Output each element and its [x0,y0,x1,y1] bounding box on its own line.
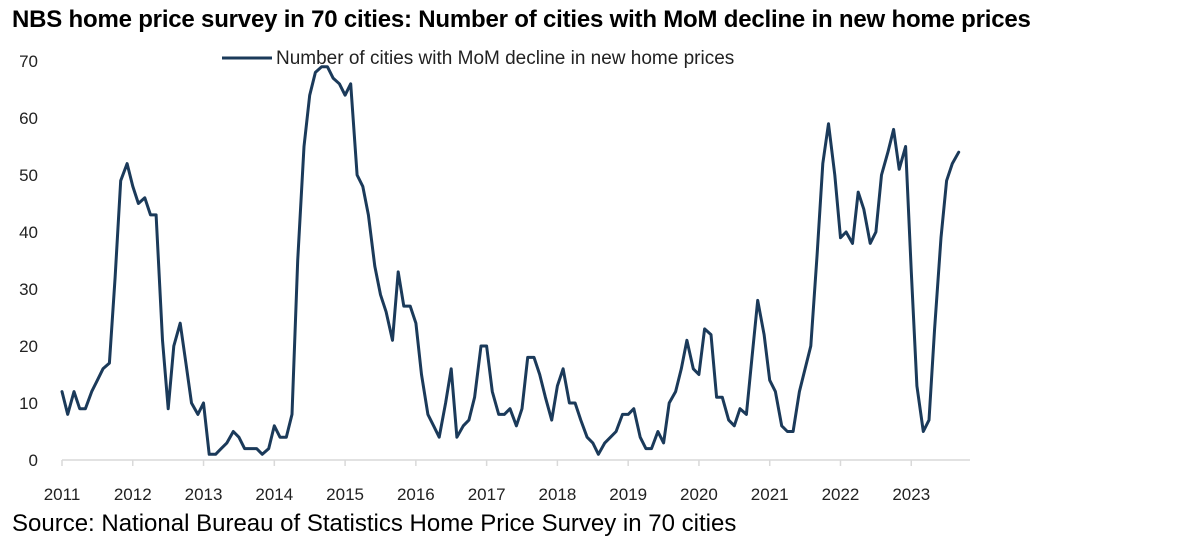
series-line [60,65,961,456]
x-tick-label: 2018 [538,485,576,504]
x-tick-label: 2017 [468,485,506,504]
y-tick-label: 0 [29,451,38,470]
y-axis: 0 10 20 30 40 50 60 70 [19,52,38,470]
chart-title: NBS home price survey in 70 cities: Numb… [12,6,1031,33]
y-tick-label: 30 [19,280,38,299]
y-tick-label: 20 [19,337,38,356]
x-tick-label: 2016 [397,485,435,504]
x-tick-label: 2015 [326,485,364,504]
x-tick-label: 2013 [185,485,223,504]
x-tick-label: 2012 [114,485,152,504]
x-tick-label: 2020 [680,485,718,504]
source-note: Source: National Bureau of Statistics Ho… [12,510,737,537]
x-tick-label: 2022 [822,485,860,504]
x-tick-label: 2011 [44,485,81,504]
x-tick-label: 2023 [892,485,930,504]
y-tick-label: 70 [19,52,38,71]
x-tick-label: 2021 [751,485,789,504]
x-tick-label: 2014 [255,485,293,504]
legend-label: Number of cities with MoM decline in new… [276,48,734,69]
y-tick-label: 40 [19,223,38,242]
x-tick-label: 2019 [609,485,647,504]
legend: Number of cities with MoM decline in new… [222,48,734,69]
y-tick-label: 10 [19,394,38,413]
y-tick-label: 60 [19,109,38,128]
x-axis: 2011 2012 2013 2014 2015 2016 2017 2018 2019 2020… [44,460,930,504]
y-tick-label: 50 [19,166,38,185]
